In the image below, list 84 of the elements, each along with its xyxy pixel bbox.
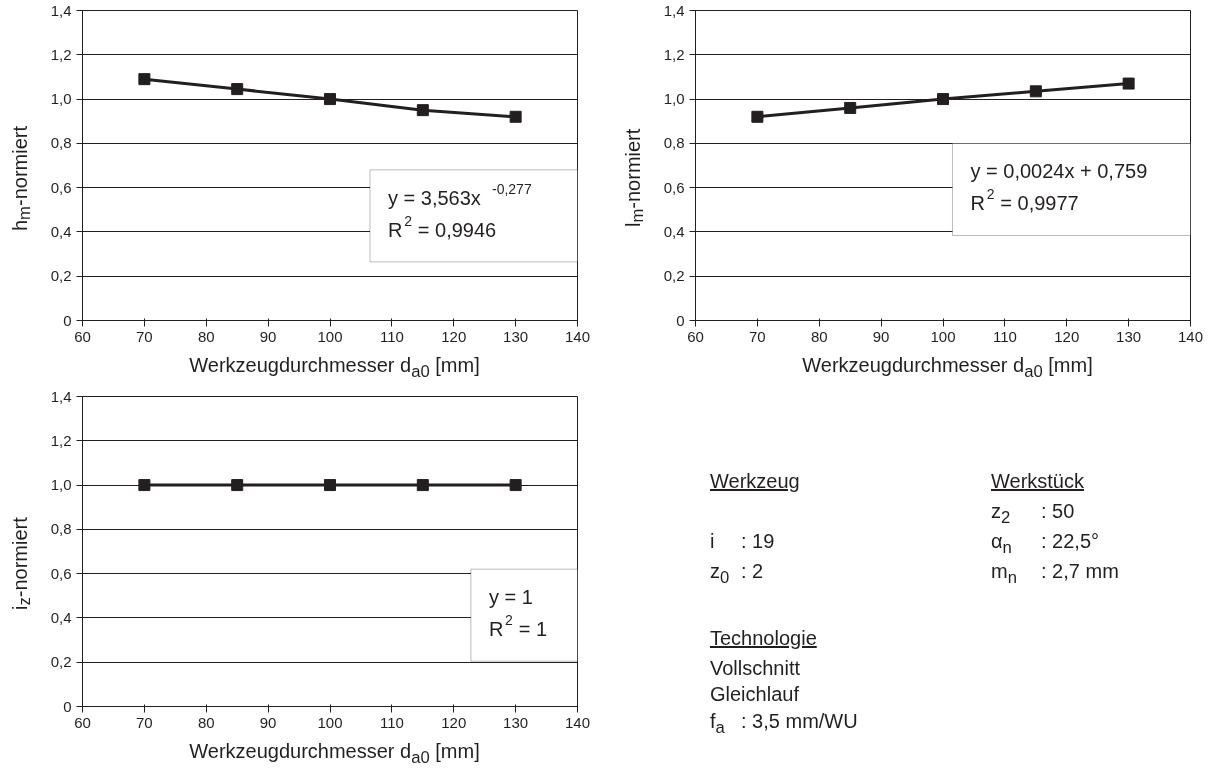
y-tick-label: 1,4: [50, 1, 72, 19]
y-tick-label: 0,8: [663, 134, 685, 152]
x-axis-title: Werkzeugdurchmesser d$_{a0}$ [mm]: [801, 353, 1094, 383]
x-tick-label: 70: [136, 713, 153, 731]
point: [1122, 77, 1135, 90]
x-tick-label: 120: [441, 713, 467, 731]
text: : 19: [741, 529, 775, 554]
x-tick-label: 100: [930, 327, 956, 345]
y-tick-label: 0,6: [50, 564, 72, 582]
y-tick-label: 0: [676, 311, 685, 329]
x-tick-label: 80: [197, 713, 215, 731]
text: z$_{0}$: [710, 559, 730, 589]
y-tick-label: 0,4: [50, 608, 72, 626]
x-tick-label: 110: [379, 327, 404, 345]
point: [937, 93, 949, 106]
y-tick-label: 0,4: [50, 222, 72, 240]
text: Werkstück: [991, 469, 1084, 494]
text: : 2: [741, 559, 764, 584]
x-tick-label: 100: [317, 713, 343, 731]
text: z$_{2}$: [991, 499, 1011, 529]
annotation: y = 0,0024x + 0,759: [970, 160, 1148, 183]
point: [416, 104, 429, 117]
text: : 22,5°: [1041, 529, 1100, 554]
x-tick-label: 80: [197, 327, 215, 345]
x-axis-title: Werkzeugdurchmesser d$_{a0}$ [mm]: [188, 739, 481, 769]
point: [509, 110, 522, 123]
y-tick-label: 0,4: [663, 222, 685, 240]
y-tick-label: 0: [63, 697, 72, 715]
x-tick-label: 110: [992, 327, 1017, 345]
y-tick-label: 1,0: [50, 90, 72, 108]
text: : 3,5 mm/WU: [741, 709, 858, 734]
text: Vollschnitt: [710, 656, 801, 681]
x-tick-label: 140: [564, 327, 591, 345]
x-tick-label: 90: [259, 713, 277, 731]
x-tick-label: 70: [749, 327, 766, 345]
x-tick-label: 110: [379, 713, 404, 731]
y-tick-label: 1,0: [663, 90, 685, 108]
y-tick-label: 0: [63, 311, 72, 329]
text: f$_{a}$: [710, 709, 725, 739]
x-tick-label: 140: [564, 713, 591, 731]
x-tick-label: 130: [503, 327, 529, 345]
y-tick-label: 1,2: [663, 45, 685, 63]
y-tick-label: 1,0: [50, 476, 72, 494]
x-tick-label: 130: [1116, 327, 1142, 345]
text: Werkzeug: [710, 469, 800, 494]
y-tick-label: 0,2: [50, 653, 72, 671]
y-tick-label: 1,2: [50, 45, 72, 63]
x-axis-title: Werkzeugdurchmesser d$_{a0}$ [mm]: [188, 353, 481, 383]
x-tick-label: 130: [503, 713, 529, 731]
y-tick-label: 0,2: [663, 267, 685, 285]
x-tick-label: 60: [74, 713, 91, 731]
y-tick-label: 1,4: [50, 387, 72, 405]
x-tick-label: 90: [259, 327, 277, 345]
point: [138, 73, 151, 86]
point: [844, 101, 857, 114]
x-tick-label: 60: [687, 327, 704, 345]
text: α$_{n}$: [991, 529, 1012, 559]
y-tick-label: 0,2: [50, 267, 72, 285]
y-tick-label: 0,8: [50, 520, 72, 538]
x-tick-label: 100: [317, 327, 343, 345]
text: : 50: [1041, 499, 1075, 524]
x-tick-label: 90: [872, 327, 890, 345]
y-tick-label: 1,2: [50, 431, 72, 449]
y-tick-label: 0,6: [50, 178, 72, 196]
x-tick-label: 70: [136, 327, 153, 345]
x-tick-label: 120: [1054, 327, 1080, 345]
point: [231, 83, 244, 96]
text: i: [710, 529, 715, 554]
text: m$_{n}$: [991, 559, 1017, 589]
annotation: y = 3,563x-0,277: [388, 180, 532, 209]
point: [324, 93, 336, 106]
y-tick-label: 1,4: [663, 1, 685, 19]
y-tick-label: 0,8: [50, 134, 72, 152]
y-tick-label: 0,6: [663, 178, 685, 196]
x-tick-label: 60: [74, 327, 91, 345]
x-tick-label: 120: [441, 327, 467, 345]
x-tick-label: 80: [810, 327, 828, 345]
point: [1029, 85, 1042, 98]
annotation: y = 1: [488, 586, 533, 609]
x-tick-label: 140: [1177, 327, 1204, 345]
text: Technologie: [710, 626, 817, 651]
point: [751, 110, 764, 123]
text: Gleichlauf: [710, 682, 799, 707]
text: : 2,7 mm: [1041, 559, 1119, 584]
